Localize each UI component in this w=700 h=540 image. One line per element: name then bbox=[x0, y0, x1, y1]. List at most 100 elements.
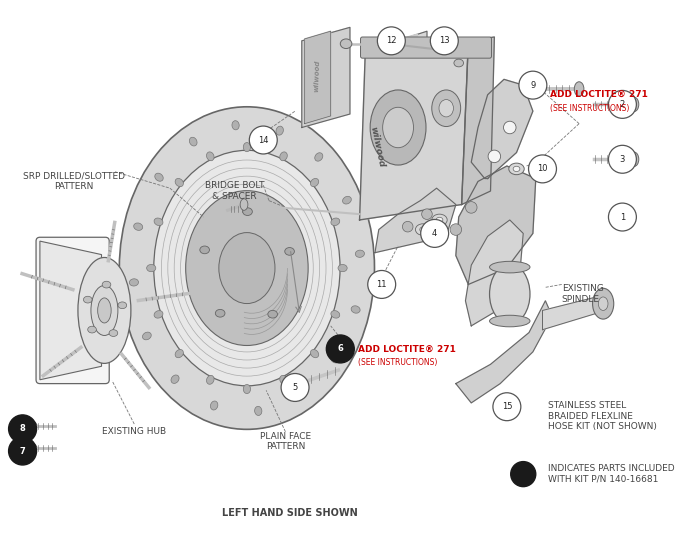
Ellipse shape bbox=[219, 233, 275, 303]
Ellipse shape bbox=[598, 297, 608, 310]
Circle shape bbox=[421, 209, 433, 219]
Ellipse shape bbox=[268, 310, 277, 318]
Circle shape bbox=[377, 27, 405, 55]
Text: wilwood: wilwood bbox=[368, 125, 386, 168]
Ellipse shape bbox=[130, 279, 139, 286]
Ellipse shape bbox=[243, 208, 253, 215]
Ellipse shape bbox=[513, 166, 520, 172]
Circle shape bbox=[450, 224, 461, 235]
Ellipse shape bbox=[102, 281, 111, 288]
Text: 13: 13 bbox=[439, 36, 449, 45]
Ellipse shape bbox=[186, 191, 308, 346]
Text: ADD LOCTITE® 271: ADD LOCTITE® 271 bbox=[550, 90, 648, 99]
Polygon shape bbox=[456, 166, 536, 285]
Text: 9: 9 bbox=[531, 80, 536, 90]
Polygon shape bbox=[542, 297, 596, 330]
Text: LEFT HAND SIDE SHOWN: LEFT HAND SIDE SHOWN bbox=[223, 508, 358, 518]
Ellipse shape bbox=[370, 90, 426, 165]
Ellipse shape bbox=[489, 315, 530, 327]
Ellipse shape bbox=[310, 178, 319, 187]
Text: EXISTING
SPINDLE: EXISTING SPINDLE bbox=[562, 285, 603, 304]
Circle shape bbox=[511, 462, 536, 487]
Polygon shape bbox=[375, 188, 456, 253]
Circle shape bbox=[608, 90, 636, 118]
Ellipse shape bbox=[20, 442, 37, 454]
Text: 5: 5 bbox=[293, 383, 297, 392]
Circle shape bbox=[249, 126, 277, 154]
Ellipse shape bbox=[154, 310, 163, 318]
FancyBboxPatch shape bbox=[36, 237, 109, 383]
Polygon shape bbox=[456, 301, 552, 403]
Text: 15: 15 bbox=[502, 402, 512, 411]
Ellipse shape bbox=[340, 39, 352, 49]
Ellipse shape bbox=[415, 224, 430, 235]
Ellipse shape bbox=[280, 375, 287, 384]
Text: SRP DRILLED/SLOTTED
PATTERN: SRP DRILLED/SLOTTED PATTERN bbox=[22, 172, 125, 191]
Ellipse shape bbox=[331, 218, 340, 226]
Ellipse shape bbox=[154, 218, 163, 226]
Ellipse shape bbox=[351, 306, 360, 313]
Polygon shape bbox=[40, 241, 102, 380]
Circle shape bbox=[326, 335, 354, 363]
Ellipse shape bbox=[420, 227, 426, 232]
Ellipse shape bbox=[283, 379, 294, 396]
Ellipse shape bbox=[432, 90, 461, 126]
Circle shape bbox=[519, 71, 547, 99]
Text: 8: 8 bbox=[20, 424, 25, 434]
Ellipse shape bbox=[147, 265, 156, 272]
Ellipse shape bbox=[25, 446, 32, 451]
Ellipse shape bbox=[244, 143, 251, 152]
Text: 6: 6 bbox=[337, 345, 343, 354]
FancyBboxPatch shape bbox=[360, 37, 491, 58]
Ellipse shape bbox=[629, 152, 639, 166]
Ellipse shape bbox=[629, 97, 639, 112]
Ellipse shape bbox=[574, 82, 584, 96]
Circle shape bbox=[466, 201, 477, 213]
Ellipse shape bbox=[119, 107, 374, 429]
Circle shape bbox=[430, 27, 458, 55]
Text: 3: 3 bbox=[620, 155, 625, 164]
Circle shape bbox=[503, 122, 516, 134]
Circle shape bbox=[281, 374, 309, 401]
Ellipse shape bbox=[436, 217, 443, 222]
Text: 1: 1 bbox=[620, 213, 625, 221]
Ellipse shape bbox=[154, 150, 340, 386]
Ellipse shape bbox=[25, 423, 32, 429]
Ellipse shape bbox=[78, 258, 131, 363]
Text: wilwood: wilwood bbox=[314, 59, 321, 92]
Ellipse shape bbox=[489, 261, 530, 273]
Ellipse shape bbox=[91, 286, 118, 335]
Ellipse shape bbox=[383, 107, 414, 148]
Ellipse shape bbox=[98, 298, 111, 323]
Ellipse shape bbox=[593, 288, 614, 319]
Polygon shape bbox=[471, 79, 533, 179]
Text: STAINLESS STEEL
BRAIDED FLEXLINE
HOSE KIT (NOT SHOWN): STAINLESS STEEL BRAIDED FLEXLINE HOSE KI… bbox=[548, 401, 657, 431]
Ellipse shape bbox=[439, 99, 454, 117]
Ellipse shape bbox=[315, 153, 323, 161]
Ellipse shape bbox=[330, 355, 339, 363]
Ellipse shape bbox=[109, 330, 118, 336]
Ellipse shape bbox=[83, 296, 92, 303]
Ellipse shape bbox=[143, 332, 151, 340]
Text: (SEE INSTRUCTIONS): (SEE INSTRUCTIONS) bbox=[358, 358, 437, 367]
Text: 10: 10 bbox=[538, 164, 548, 173]
Polygon shape bbox=[391, 34, 417, 127]
Ellipse shape bbox=[432, 214, 447, 226]
Ellipse shape bbox=[118, 302, 127, 309]
Ellipse shape bbox=[206, 152, 214, 161]
Polygon shape bbox=[360, 41, 468, 220]
Text: BRIDGE BOLT
& SPACER: BRIDGE BOLT & SPACER bbox=[204, 181, 264, 201]
Ellipse shape bbox=[310, 349, 319, 357]
Ellipse shape bbox=[175, 349, 183, 357]
Text: ADD LOCTITE® 271: ADD LOCTITE® 271 bbox=[358, 345, 456, 354]
Ellipse shape bbox=[206, 375, 214, 384]
Text: 2: 2 bbox=[620, 100, 625, 109]
Ellipse shape bbox=[280, 152, 287, 161]
Circle shape bbox=[402, 221, 413, 232]
Ellipse shape bbox=[171, 375, 179, 383]
Circle shape bbox=[8, 415, 36, 443]
Text: (SEE INSTRUCTIONS): (SEE INSTRUCTIONS) bbox=[550, 104, 629, 113]
Text: 4: 4 bbox=[432, 229, 438, 238]
Ellipse shape bbox=[454, 59, 463, 67]
Ellipse shape bbox=[244, 384, 251, 394]
